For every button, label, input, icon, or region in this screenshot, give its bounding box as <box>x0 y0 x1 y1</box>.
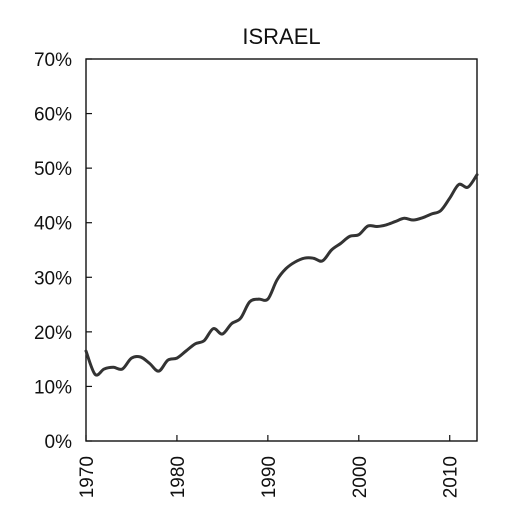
y-tick-label: 30% <box>34 268 72 289</box>
tick-marks <box>85 58 451 442</box>
x-tick-label: 2010 <box>441 456 462 498</box>
x-tick-labels: 1970 1980 1990 2000 2010 <box>77 456 462 498</box>
x-tick-label: 2000 <box>350 456 371 498</box>
y-tick-label: 0% <box>45 432 73 453</box>
axes <box>85 58 478 442</box>
y-tick-label: 70% <box>34 50 72 71</box>
y-tick-label: 20% <box>34 323 72 344</box>
y-tick-labels: 0% 10% 20% 30% 40% 50% 60% 70% <box>34 50 72 453</box>
series-line <box>84 173 479 377</box>
x-tick-label: 1980 <box>168 456 189 498</box>
y-tick-label: 40% <box>34 214 72 235</box>
chart-title: ISRAEL <box>242 24 320 49</box>
y-tick-label: 50% <box>34 159 72 180</box>
series-layer <box>84 173 479 377</box>
y-tick-label: 60% <box>34 105 72 126</box>
x-tick-label: 1990 <box>259 456 280 498</box>
y-tick-label: 10% <box>34 377 72 398</box>
x-tick-label: 1970 <box>77 456 98 498</box>
plot-frame <box>85 58 478 442</box>
